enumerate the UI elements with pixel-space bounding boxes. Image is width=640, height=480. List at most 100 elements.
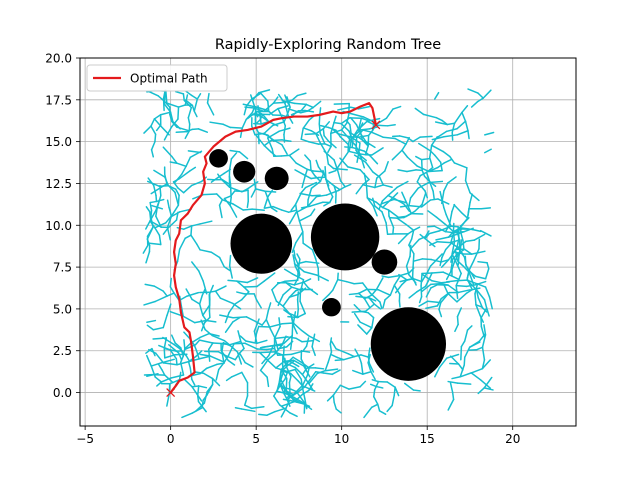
tree-edge (353, 304, 362, 313)
tree-edge (190, 234, 198, 245)
tree-edge (332, 384, 342, 396)
tree-edge (218, 256, 225, 268)
tree-edge (464, 120, 469, 132)
tree-edge (158, 234, 162, 246)
tree-edge (330, 353, 339, 359)
tree-edge (382, 299, 386, 309)
tree-edge (314, 367, 325, 370)
tree-edge (283, 393, 288, 401)
tree-edge (261, 318, 268, 326)
tree-edge (199, 220, 213, 225)
tree-edge (358, 356, 363, 364)
tree-edge (302, 242, 314, 251)
tree-edge (276, 381, 281, 392)
tree-edge (196, 243, 201, 251)
tree-edge (153, 285, 165, 292)
tree-edge (296, 308, 300, 319)
tree-edge (296, 253, 301, 260)
tree-edge (241, 118, 247, 129)
tree-edge (244, 395, 249, 406)
tree-edge (367, 311, 375, 319)
tree-edge (160, 377, 172, 383)
tree-edge (168, 344, 180, 354)
tree-edge (420, 272, 423, 287)
tree-edge (449, 382, 454, 394)
tree-edge (486, 262, 490, 270)
tree-edge (205, 363, 218, 370)
chart-title: Rapidly-Exploring Random Tree (215, 37, 441, 53)
tree-edge (370, 403, 379, 409)
tree-edge (356, 120, 368, 131)
tree-edge (367, 362, 372, 373)
tree-edge (266, 358, 277, 369)
tree-edge (329, 196, 334, 204)
tree-edge (260, 120, 270, 125)
tree-edge (456, 260, 465, 268)
tree-edge (241, 371, 249, 384)
tree-edge (193, 98, 199, 112)
tree-edge (409, 238, 420, 250)
tree-edge (481, 334, 487, 349)
tree-edge (193, 344, 198, 352)
tree-edge (438, 357, 448, 369)
tree-edge (440, 259, 450, 268)
tree-edge (267, 302, 272, 312)
tree-edge (302, 278, 312, 283)
start-marker-stroke (166, 388, 176, 398)
tree-edge (177, 106, 180, 120)
tree-edge (373, 389, 376, 398)
tree-edge (378, 410, 387, 415)
tree-edge (349, 123, 352, 135)
tree-edge (471, 228, 482, 233)
tree-edge (224, 311, 230, 324)
tree-edge (453, 111, 463, 125)
tree-edge (284, 370, 289, 381)
tree-edge (300, 329, 311, 337)
tree-edge (146, 324, 155, 331)
tree-edge (464, 167, 468, 182)
tree-edge (408, 267, 415, 274)
tree-edge (196, 393, 203, 402)
tree-edge (398, 135, 409, 139)
tree-edge (401, 143, 407, 152)
tree-edge (475, 304, 481, 317)
tree-edge (342, 355, 356, 361)
tree-edge (396, 180, 409, 189)
tree-edge (276, 353, 292, 356)
tree-edge (398, 300, 401, 308)
tree-edge (418, 235, 427, 241)
tree-edge (456, 307, 463, 318)
tree-edge (483, 131, 495, 136)
tree-edge (223, 354, 230, 364)
tree-edge (142, 244, 149, 254)
tree-edge (431, 135, 445, 141)
tree-edge (271, 282, 279, 291)
tree-edge (401, 191, 408, 204)
tree-edge (435, 253, 443, 261)
tree-edge (296, 298, 300, 311)
tree-edge (365, 141, 376, 149)
tree-edge (176, 360, 191, 366)
tree-edge (291, 321, 303, 332)
tree-edge (298, 220, 304, 233)
tree-edge (304, 109, 315, 113)
tree-edge (452, 227, 462, 233)
tree-edge (283, 392, 295, 399)
tree-edge (424, 232, 430, 240)
tree-edge (435, 116, 444, 122)
tree-edge (234, 406, 243, 410)
tree-edge (463, 227, 474, 233)
tree-edge (164, 176, 170, 187)
tree-edge (406, 169, 417, 173)
tree-edge (240, 189, 249, 193)
tree-edge (255, 298, 262, 309)
tree-edge (447, 398, 455, 411)
tree-edge (273, 347, 279, 356)
tree-edge (149, 200, 158, 204)
tree-edge (393, 198, 401, 202)
tree-edge (150, 149, 155, 158)
tree-edge (193, 110, 198, 118)
tree-edge (456, 292, 468, 303)
tree-edge (441, 248, 447, 259)
tree-edge (468, 271, 475, 285)
